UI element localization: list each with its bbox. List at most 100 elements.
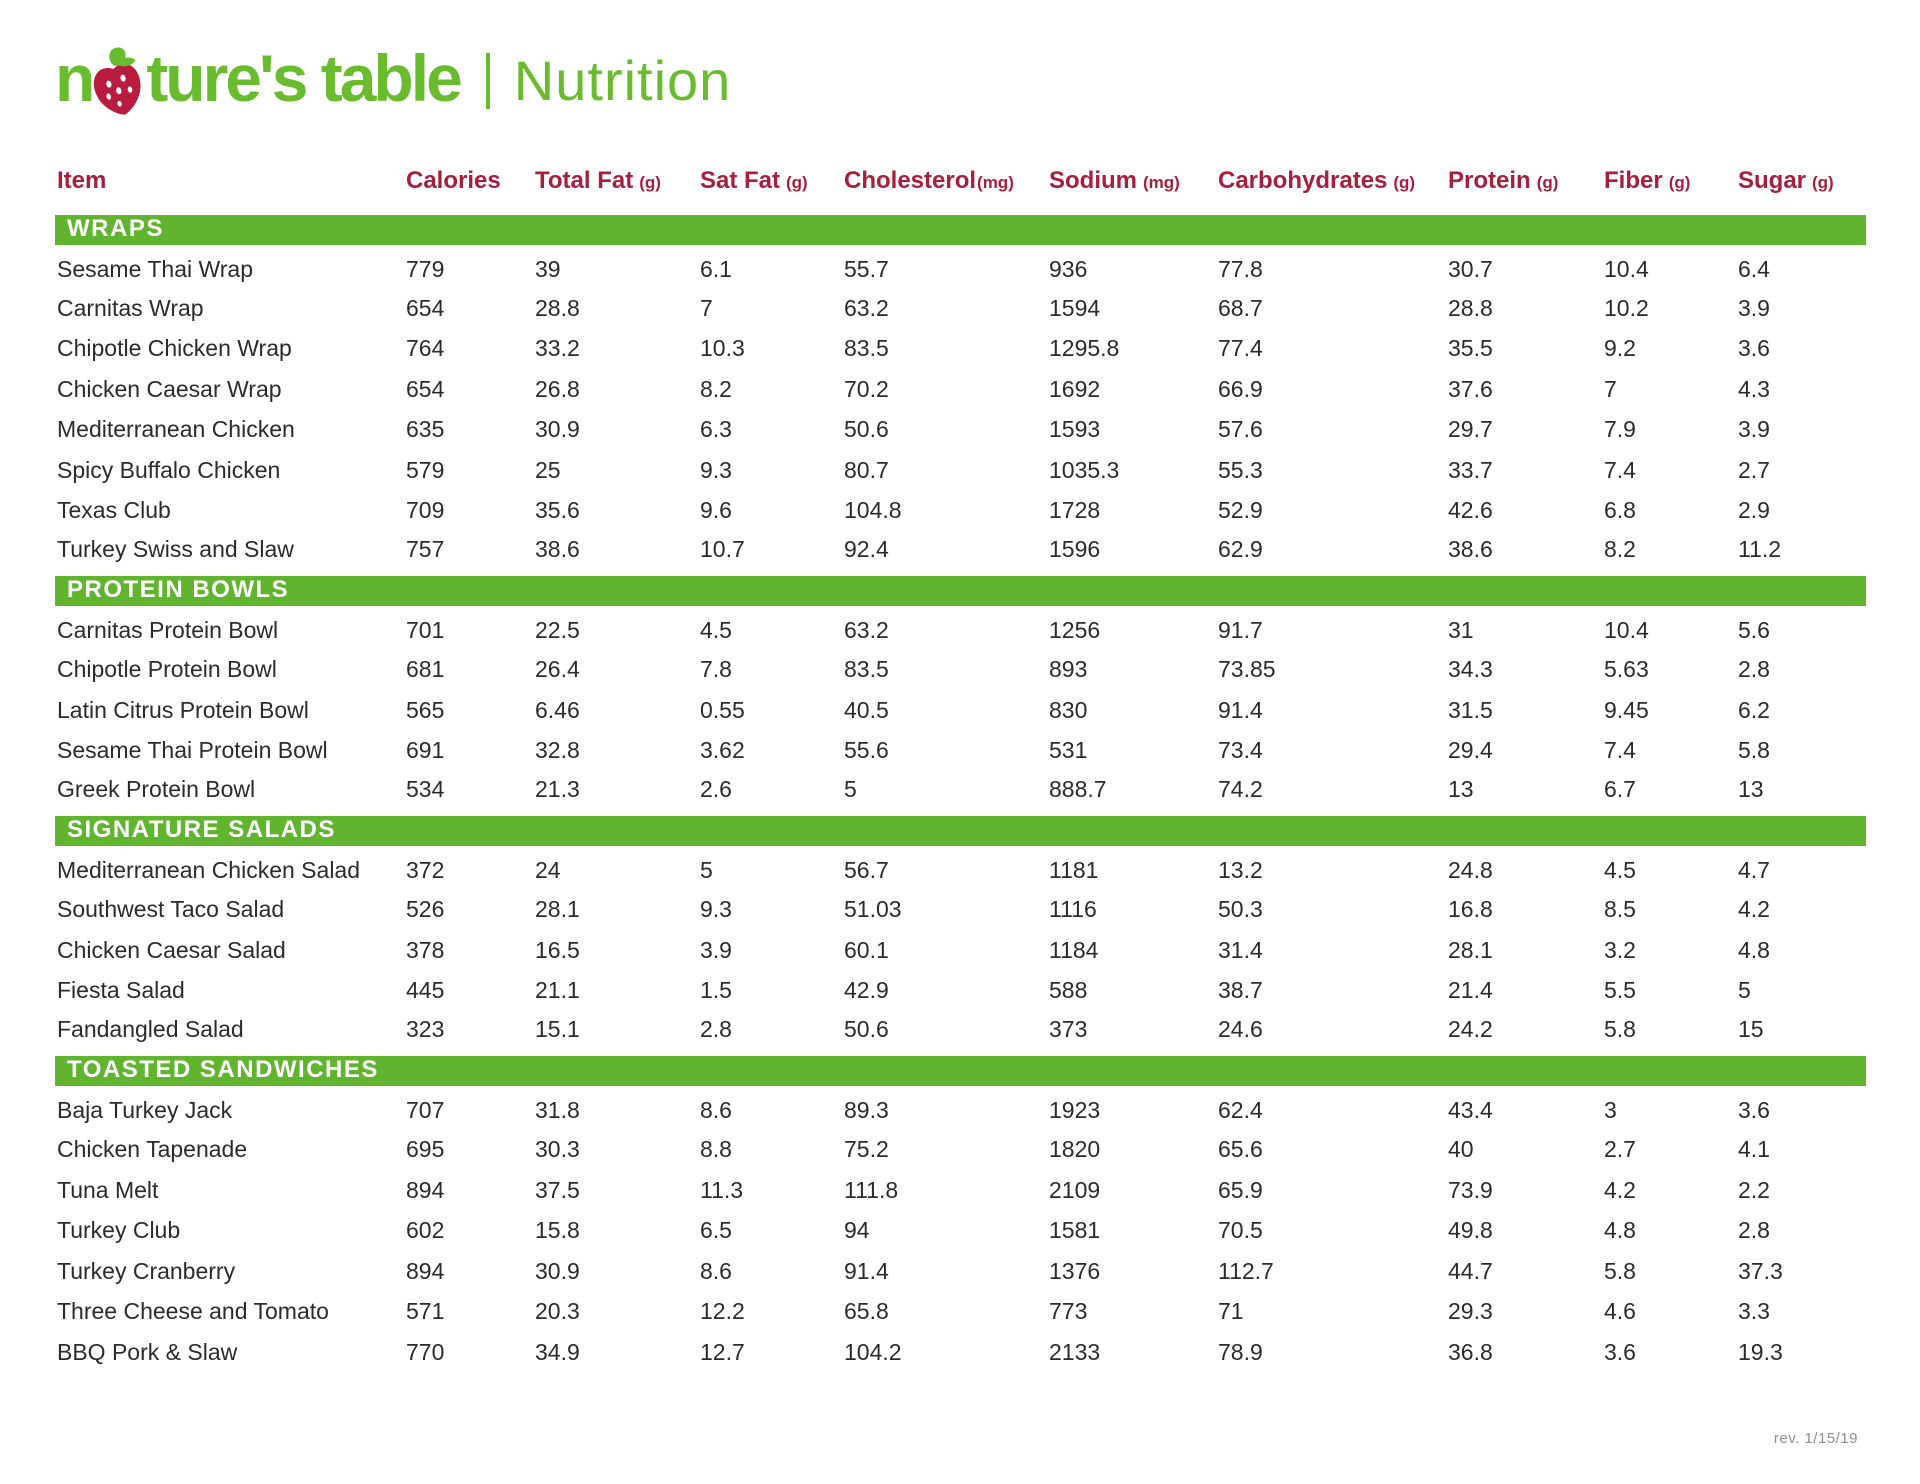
nutrition-value: 21.3	[535, 775, 580, 802]
nutrition-value: 55.7	[844, 255, 889, 282]
nutrition-value: 6.2	[1738, 696, 1770, 723]
table-row: Three Cheese and Tomato 571 20.3 12.2 65.8 77…	[55, 1292, 1866, 1333]
column-unit: (g)	[639, 172, 661, 192]
nutrition-value: 602	[406, 1217, 445, 1244]
item-name: Turkey Club	[57, 1217, 181, 1244]
section-title: SIGNATURE SALADS	[55, 807, 1866, 852]
item-name: Chipotle Protein Bowl	[57, 656, 277, 683]
nutrition-value: 1596	[1049, 535, 1101, 562]
table-row: BBQ Pork & Slaw 770 34.9 12.7 104.2 2133 78.9 3…	[55, 1332, 1866, 1373]
item-name: Turkey Cranberry	[57, 1257, 236, 1284]
nutrition-value: 2.2	[1738, 1176, 1770, 1203]
nutrition-value: 16.8	[1448, 896, 1493, 923]
nutrition-value: 24	[535, 857, 561, 884]
nutrition-value: 38.7	[1218, 977, 1263, 1004]
section-title: WRAPS	[55, 205, 1866, 251]
nutrition-value: 1295.8	[1049, 335, 1120, 362]
nutrition-value: 66.9	[1218, 375, 1263, 402]
nutrition-value: 8.2	[1604, 535, 1636, 562]
nutrition-value: 378	[406, 936, 445, 963]
nutrition-value: 779	[406, 255, 445, 282]
nutrition-value: 894	[406, 1176, 445, 1203]
table-row: Mediterranean Chicken Salad 372 24 5 56.7 118…	[55, 849, 1866, 890]
nutrition-value: 9.6	[700, 497, 732, 524]
nutrition-value: 35.6	[535, 497, 580, 524]
nutrition-value: 10.4	[1604, 255, 1649, 282]
section-title: TOASTED SANDWICHES	[55, 1047, 1866, 1092]
nutrition-value: 37.3	[1738, 1257, 1783, 1284]
nutrition-value: 5.8	[1604, 1257, 1636, 1284]
nutrition-value: 60.1	[844, 936, 889, 963]
item-name: Mediterranean Chicken Salad	[57, 857, 361, 884]
nutrition-value: 11.3	[700, 1176, 744, 1203]
nutrition-value: 9.3	[700, 456, 732, 483]
strawberry-icon	[89, 46, 147, 118]
item-name: Baja Turkey Jack	[57, 1097, 233, 1124]
nutrition-value: 6.3	[700, 416, 732, 443]
section-band-signature-salads: SIGNATURE SALADS	[55, 807, 1866, 852]
nutrition-value: 5.8	[1738, 737, 1770, 764]
nutrition-value: 4.8	[1738, 936, 1770, 963]
nutrition-value: 654	[406, 294, 445, 321]
column-unit: (g)	[1668, 172, 1691, 192]
column-header-calories: Calories	[404, 152, 533, 210]
nutrition-value: 56.7	[844, 857, 889, 884]
page-title: Nutrition	[513, 48, 732, 112]
nutrition-value: 534	[406, 775, 445, 802]
item-name: Three Cheese and Tomato	[57, 1298, 329, 1325]
nutrition-value: 894	[406, 1257, 445, 1284]
nutrition-value: 71	[1218, 1298, 1244, 1325]
item-name: Texas Club	[57, 497, 171, 524]
nutrition-value: 7	[700, 294, 713, 321]
nutrition-value: 9.3	[700, 896, 732, 923]
table-row: Mediterranean Chicken 635 30.9 6.3 50.6 1593 5…	[55, 410, 1866, 451]
item-name: Latin Citrus Protein Bowl	[57, 696, 309, 723]
nutrition-value: 26.8	[535, 375, 580, 402]
nutrition-value: 51.03	[844, 896, 902, 923]
nutrition-value: 4.8	[1604, 1217, 1636, 1244]
nutrition-value: 0.55	[700, 696, 745, 723]
nutrition-value: 63.2	[844, 294, 889, 321]
nutrition-value: 24.6	[1218, 1015, 1263, 1042]
nutrition-value: 73.9	[1448, 1176, 1493, 1203]
table-row: Texas Club 709 35.6 9.6 104.8 1728 52.9 42.6 6.8…	[55, 491, 1866, 532]
nutrition-value: 8.8	[700, 1136, 732, 1163]
nutrition-value: 112.7	[1218, 1257, 1274, 1284]
nutrition-value: 2133	[1049, 1338, 1101, 1365]
nutrition-value: 44.7	[1448, 1257, 1493, 1284]
table-row: Chicken Caesar Salad 378 16.5 3.9 60.1 1184 31…	[55, 930, 1866, 971]
table-row: Chipotle Protein Bowl 681 26.4 7.8 83.5 893 73…	[55, 650, 1866, 691]
nutrition-value: 38.6	[535, 535, 580, 562]
nutrition-value: 707	[406, 1097, 445, 1124]
nutrition-table: Item Calories Total Fat (g) Sat Fat (g) Choles…	[55, 152, 1866, 1373]
nutrition-value: 3.3	[1738, 1298, 1770, 1325]
nutrition-value: 1376	[1049, 1257, 1101, 1284]
nutrition-value: 3.9	[700, 936, 732, 963]
nutrition-value: 3.2	[1604, 936, 1636, 963]
nutrition-value: 3.6	[1604, 1338, 1636, 1365]
nutrition-value: 77.8	[1218, 255, 1263, 282]
nutrition-value: 8.2	[700, 375, 732, 402]
nutrition-value: 323	[406, 1015, 445, 1042]
nutrition-value: 2.6	[700, 775, 732, 802]
item-name: Carnitas Protein Bowl	[57, 617, 279, 644]
table-row: Chicken Tapenade 695 30.3 8.8 75.2 1820 65.6 40…	[55, 1130, 1866, 1171]
nutrition-value: 888.7	[1049, 775, 1107, 802]
nutrition-value: 37.6	[1448, 375, 1493, 402]
nutrition-value: 55.3	[1218, 456, 1263, 483]
table-row: Spicy Buffalo Chicken 579 25 9.3 80.7 1035.3 5…	[55, 450, 1866, 491]
nutrition-value: 74.2	[1218, 775, 1263, 802]
nutrition-value: 68.7	[1218, 294, 1263, 321]
nutrition-value: 4.6	[1604, 1298, 1636, 1325]
nutrition-value: 80.7	[844, 456, 889, 483]
nutrition-value: 26.4	[535, 656, 580, 683]
column-label: Cholesterol	[844, 166, 977, 194]
nutrition-value: 78.9	[1218, 1338, 1263, 1365]
item-name: Chicken Caesar Wrap	[57, 375, 282, 402]
nutrition-value: 94	[844, 1217, 870, 1244]
nutrition-value: 6.1	[700, 255, 732, 282]
nutrition-value: 38.6	[1448, 535, 1493, 562]
nutrition-value: 34.9	[535, 1338, 580, 1365]
nutrition-value: 77.4	[1218, 335, 1263, 362]
nutrition-value: 571	[406, 1298, 445, 1325]
